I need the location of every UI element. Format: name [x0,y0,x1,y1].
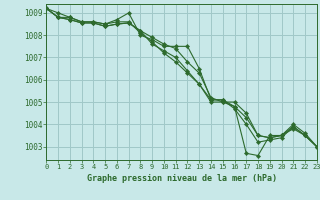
X-axis label: Graphe pression niveau de la mer (hPa): Graphe pression niveau de la mer (hPa) [87,174,276,183]
